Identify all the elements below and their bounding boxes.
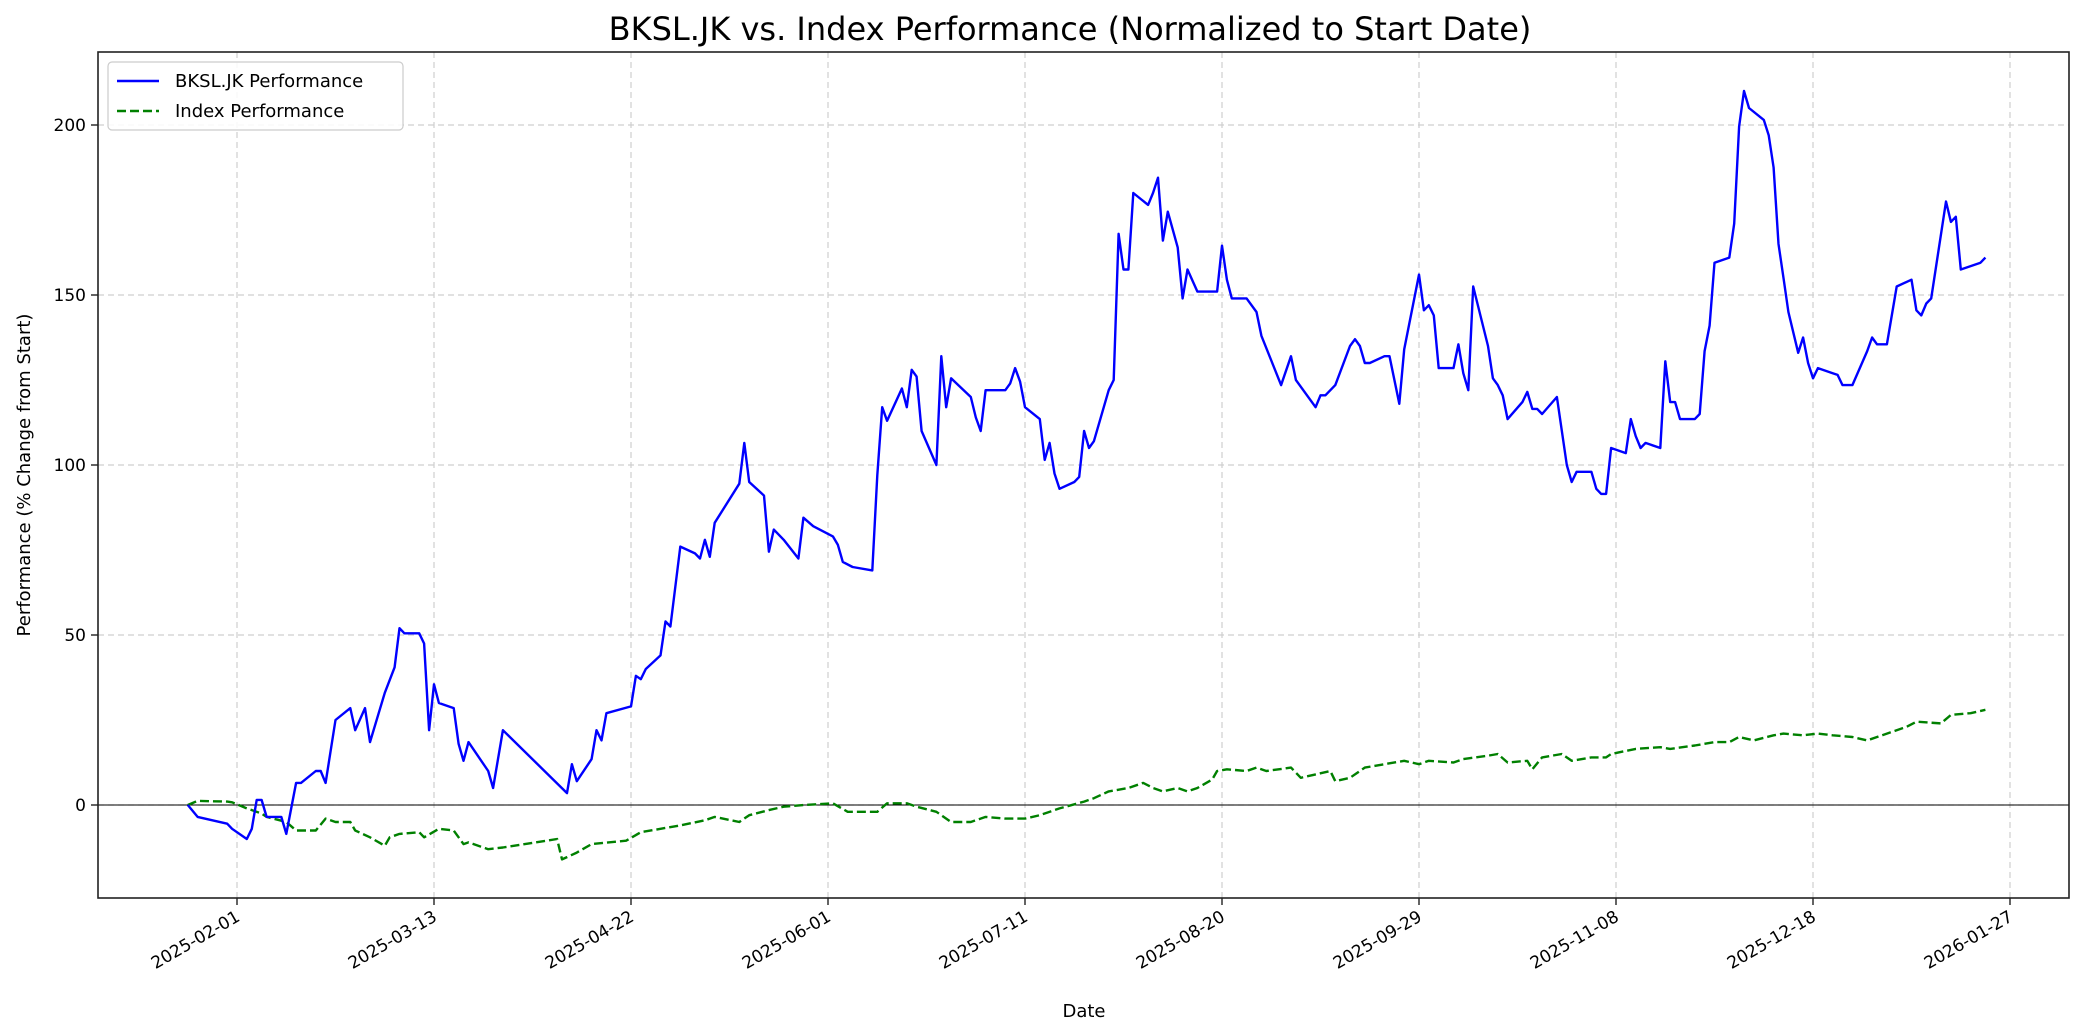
x-tick-label: 2025-03-13 bbox=[345, 907, 441, 974]
x-axis-title: Date bbox=[1062, 1001, 1105, 1022]
x-tick-label: 2025-11-08 bbox=[1527, 907, 1623, 974]
series-lines bbox=[186, 89, 1987, 861]
y-tick-label: 50 bbox=[64, 626, 86, 646]
x-tick-label: 2025-06-01 bbox=[739, 907, 835, 974]
y-axis: 0 50 100 150 200 bbox=[54, 116, 98, 816]
y-tick-label: 200 bbox=[54, 116, 86, 136]
legend-box bbox=[107, 61, 404, 131]
legend-label-bksl: BKSL.JK Performance bbox=[175, 71, 363, 92]
y-tick-label: 100 bbox=[54, 456, 86, 476]
x-tick-label: 2025-07-11 bbox=[936, 907, 1032, 974]
x-tick-label: 2025-12-18 bbox=[1724, 907, 1820, 974]
plot-frame bbox=[97, 51, 2070, 899]
x-axis: 2025-02-01 2025-03-13 2025-04-22 2025-06-01… bbox=[148, 898, 2017, 974]
chart-title: BKSL.JK vs. Index Performance (Normalize… bbox=[609, 10, 1532, 48]
bksl-performance-line bbox=[186, 89, 1987, 841]
legend-label-index: Index Performance bbox=[175, 101, 344, 122]
x-tick-label: 2025-09-29 bbox=[1330, 907, 1426, 974]
y-tick-label: 150 bbox=[54, 286, 86, 306]
x-tick-label: 2025-08-20 bbox=[1133, 907, 1229, 974]
x-tick-label: 2025-04-22 bbox=[542, 907, 638, 974]
x-tick-label: 2026-01-27 bbox=[1921, 907, 2017, 974]
y-axis-title: Performance (% Change from Start) bbox=[14, 314, 35, 637]
legend: BKSL.JK Performance Index Performance bbox=[107, 61, 404, 131]
x-tick-label: 2025-02-01 bbox=[148, 907, 244, 974]
index-performance-line bbox=[187, 708, 1986, 861]
y-tick-label: 0 bbox=[75, 796, 86, 816]
